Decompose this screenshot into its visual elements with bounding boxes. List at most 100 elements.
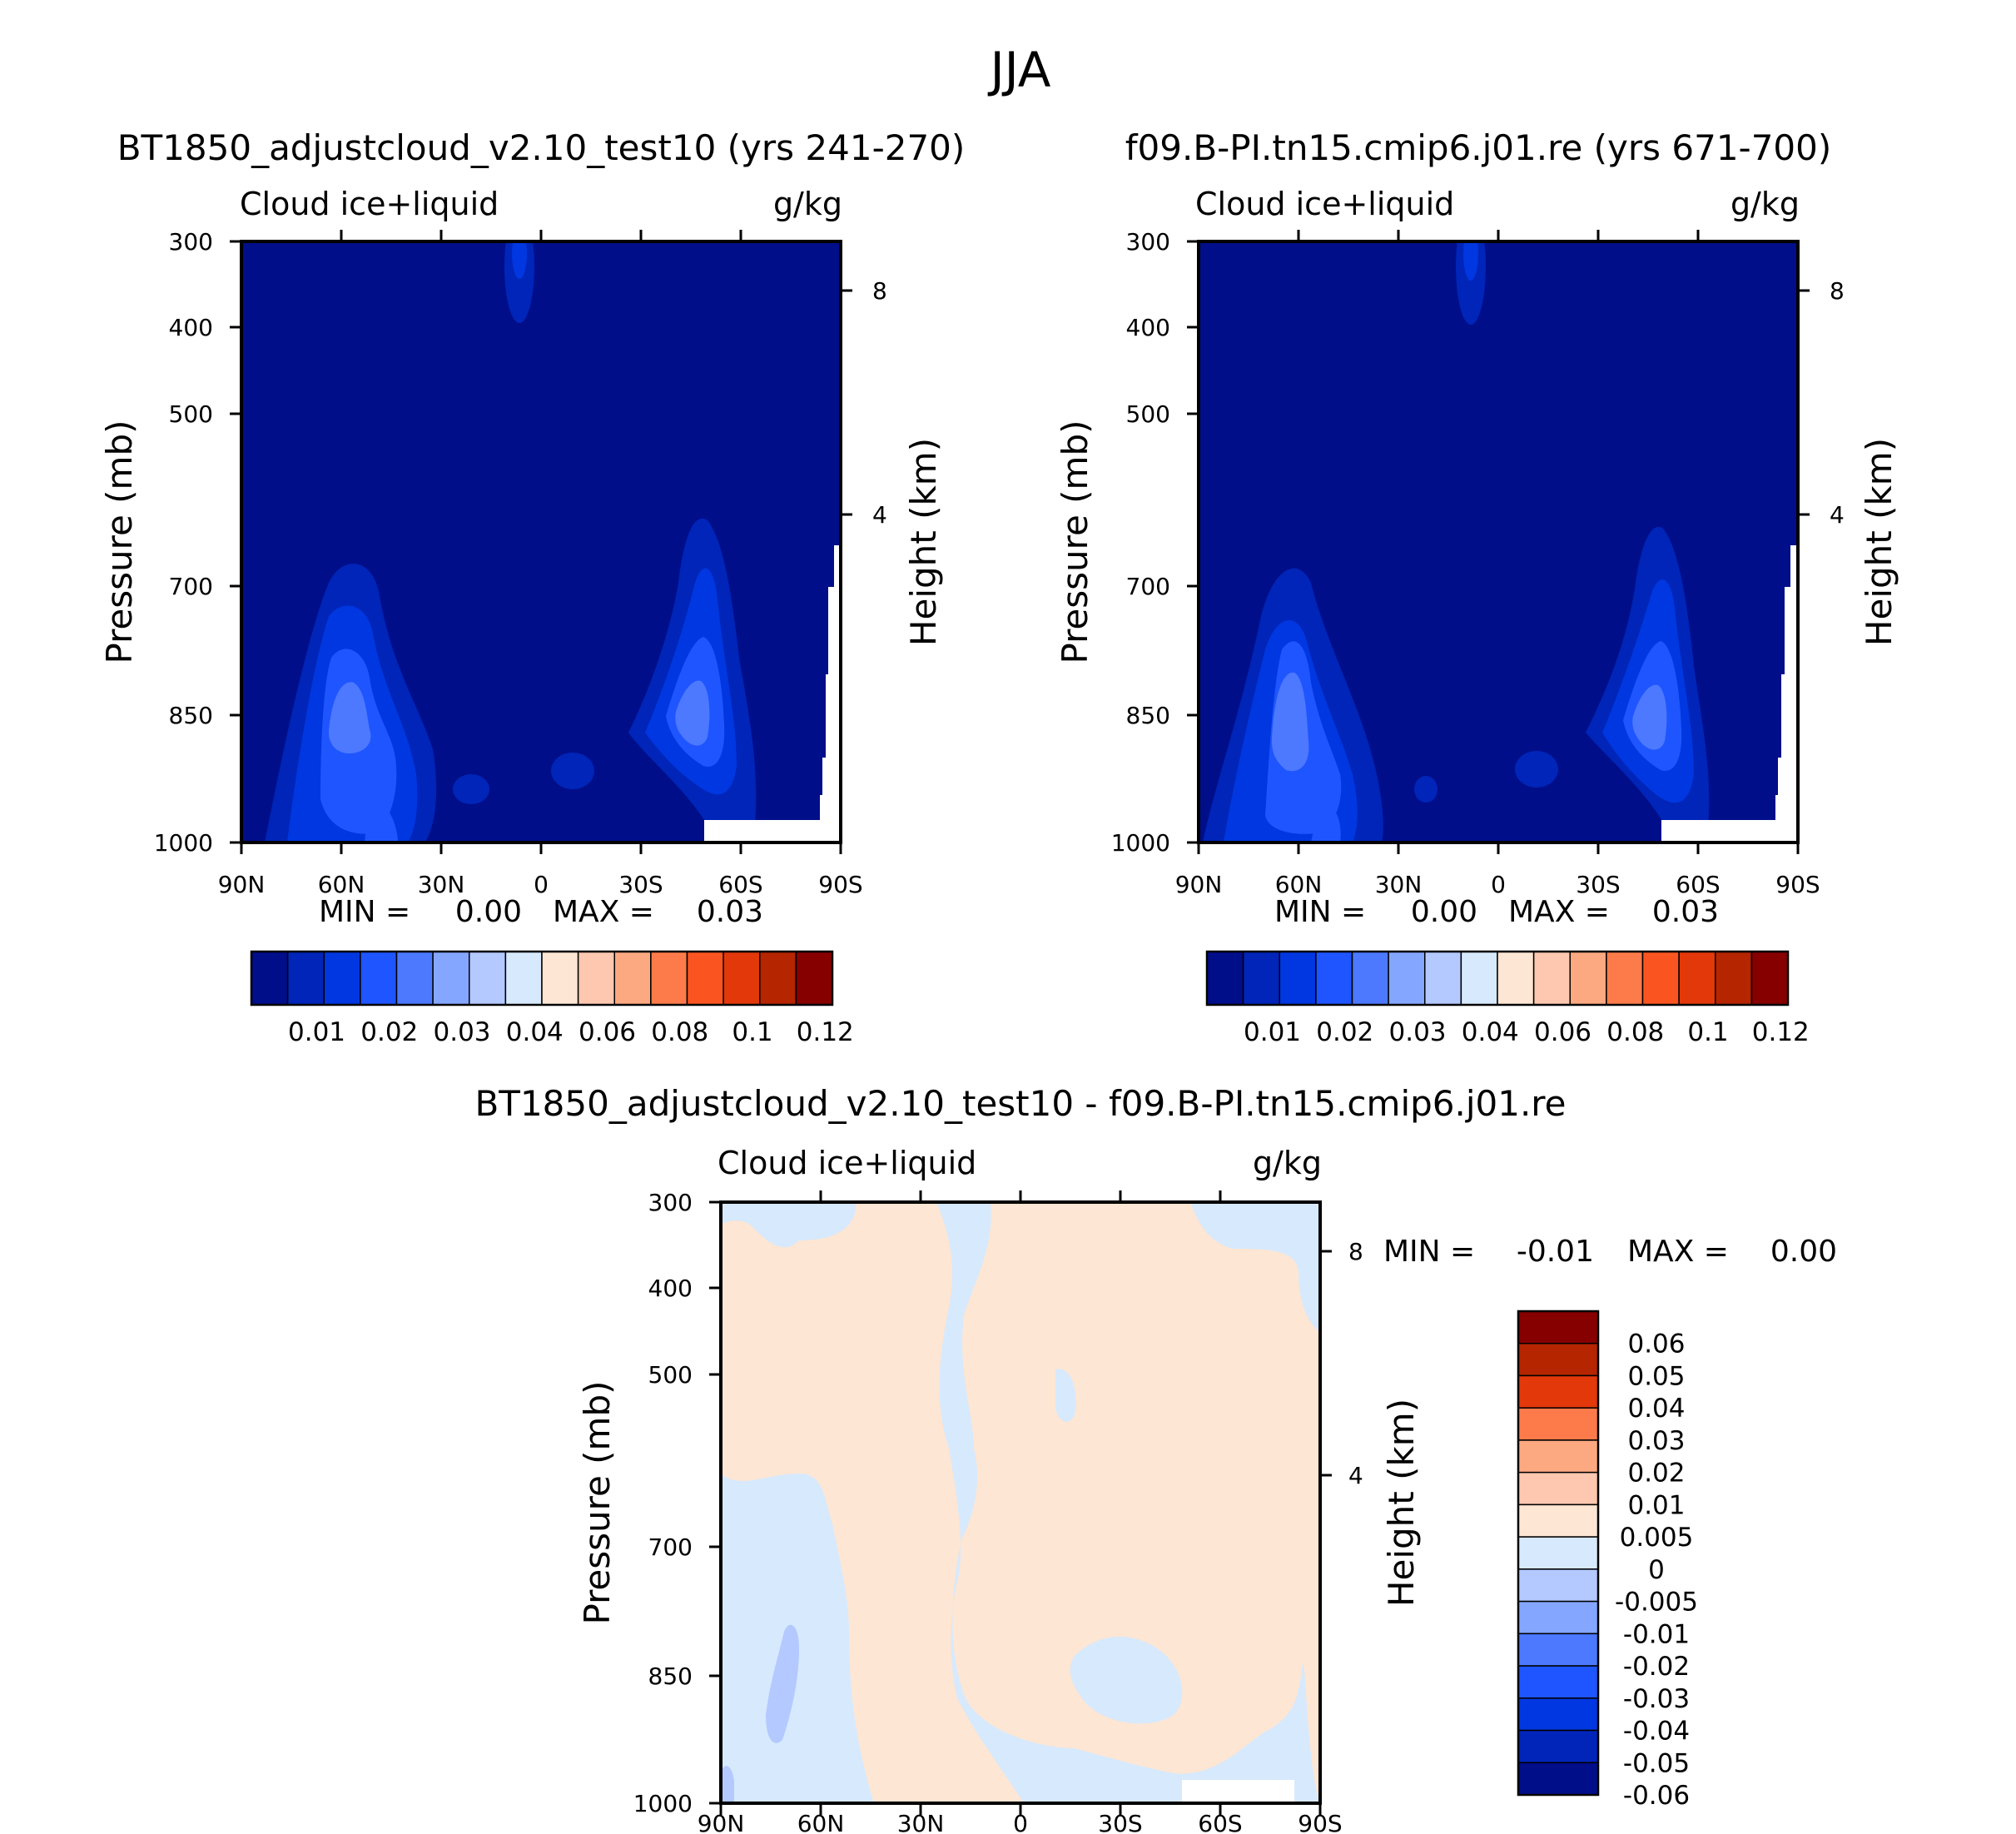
min-label: MIN = bbox=[1383, 1235, 1475, 1269]
colorbar-tick-label: 0.06 bbox=[578, 1017, 636, 1047]
missing-data-region bbox=[1182, 1780, 1294, 1803]
colorbar-swatch bbox=[1517, 1600, 1599, 1635]
y-tick-label: 700 bbox=[1126, 573, 1170, 600]
contour-level-4 bbox=[1632, 684, 1667, 750]
colorbar-swatch bbox=[432, 951, 470, 1006]
contour-level-negative-small bbox=[1070, 1637, 1183, 1724]
y-tick-label: 1000 bbox=[1111, 829, 1170, 857]
colorbar-swatch bbox=[323, 951, 361, 1006]
y-tick-label: 1000 bbox=[633, 1790, 693, 1817]
missing-data-region bbox=[1661, 545, 1798, 842]
y2-tick-label: 8 bbox=[1830, 277, 1845, 305]
y-tick-label: 300 bbox=[169, 228, 213, 256]
colorbar-swatch bbox=[722, 951, 761, 1006]
y-tick-label: 850 bbox=[1126, 702, 1170, 729]
colorbar-tick-label: 0.02 bbox=[1316, 1017, 1373, 1047]
panel-title: BT1850_adjustcloud_v2.10_test10 (yrs 241… bbox=[117, 127, 966, 168]
contour-level-1 bbox=[1414, 776, 1438, 803]
colorbar-frame bbox=[250, 950, 834, 1006]
y2-tick-label: 4 bbox=[872, 501, 887, 529]
x-tick-label: 90N bbox=[1175, 871, 1223, 898]
x-tick-label: 0 bbox=[1013, 1810, 1028, 1834]
y2-tick-label: 8 bbox=[872, 277, 887, 305]
min-value: 0.00 bbox=[1411, 895, 1477, 929]
colorbar-tick-label: 0.03 bbox=[1627, 1426, 1685, 1456]
colorbar-tick-label: 0.005 bbox=[1620, 1523, 1694, 1553]
colorbar-tick-label: -0.04 bbox=[1623, 1717, 1690, 1747]
colorbar-tick-label: 0.1 bbox=[1687, 1017, 1728, 1047]
colorbar-swatch bbox=[1517, 1536, 1599, 1570]
colorbar-swatch bbox=[1517, 1729, 1599, 1764]
colorbar-swatch bbox=[541, 951, 579, 1006]
colorbar-swatch bbox=[1517, 1374, 1599, 1409]
y2-tick-label: 4 bbox=[1830, 501, 1845, 529]
contour-level-4 bbox=[675, 680, 710, 746]
y-tick-label: 400 bbox=[169, 314, 213, 341]
y-axis-label: Pressure (mb) bbox=[577, 1380, 618, 1624]
max-value: 0.00 bbox=[1770, 1235, 1837, 1269]
x-tick-label: 90N bbox=[698, 1810, 745, 1834]
y-tick-label: 300 bbox=[1126, 228, 1170, 256]
colorbar-swatch bbox=[1715, 951, 1753, 1006]
figure-title: JJA bbox=[988, 42, 1051, 98]
colorbar-swatch bbox=[686, 951, 724, 1006]
colorbar-tick-label: 0 bbox=[1648, 1555, 1665, 1585]
min-value: 0.00 bbox=[455, 895, 522, 929]
max-value: 0.03 bbox=[697, 895, 763, 929]
colorbar-tick-label: 0.08 bbox=[651, 1017, 708, 1047]
contour-plot bbox=[1199, 241, 1798, 842]
colorbar-swatch bbox=[1606, 951, 1644, 1006]
axis-ticks bbox=[230, 230, 852, 854]
y-tick-label: 400 bbox=[1126, 314, 1170, 341]
colorbar-tick-label: 0.08 bbox=[1606, 1017, 1664, 1047]
colorbar-tick-label: 0.02 bbox=[360, 1017, 418, 1047]
panel-difference: BT1850_adjustcloud_v2.10_test10 - f09.B-… bbox=[474, 1083, 1837, 1834]
colorbar-swatch bbox=[1532, 951, 1571, 1006]
colorbar-swatch bbox=[1460, 951, 1498, 1006]
y-tick-label: 300 bbox=[648, 1189, 693, 1216]
contour-level-1 bbox=[1515, 751, 1558, 788]
colorbar: 0.01 0.02 0.03 0.04 0.06 0.08 0.1 0.12 bbox=[250, 950, 854, 1047]
colorbar-swatch bbox=[1517, 1762, 1599, 1796]
colorbar-swatch bbox=[1424, 951, 1462, 1006]
x-tick-label: 90N bbox=[218, 871, 266, 898]
y2-axis-label: Height (km) bbox=[1381, 1399, 1422, 1607]
contour-level-negative-small bbox=[1190, 1202, 1320, 1332]
colorbar-swatch bbox=[1517, 1439, 1599, 1474]
panel-title: f09.B-PI.tn15.cmip6.j01.re (yrs 671-700) bbox=[1125, 127, 1832, 168]
contour-level-1 bbox=[551, 753, 594, 789]
colorbar-swatch bbox=[1517, 1407, 1599, 1441]
x-tick-label: 30S bbox=[618, 871, 663, 898]
colorbar-swatch bbox=[650, 951, 688, 1006]
x-tick-label: 0 bbox=[534, 871, 549, 898]
contour-level-4 bbox=[329, 682, 371, 753]
colorbar-tick-label: 0.04 bbox=[506, 1017, 564, 1047]
contour-level-3 bbox=[1311, 807, 1341, 842]
colorbar-swatch bbox=[795, 951, 833, 1006]
colorbar-swatch bbox=[613, 951, 652, 1006]
x-tick-label: 0 bbox=[1491, 871, 1506, 898]
units-label: g/kg bbox=[773, 186, 842, 222]
axis-ticks bbox=[709, 1190, 1332, 1815]
y2-tick-label: 4 bbox=[1348, 1462, 1363, 1489]
colorbar-swatch bbox=[1517, 1503, 1599, 1538]
colorbar-swatch bbox=[286, 951, 325, 1006]
colorbar-swatch bbox=[1517, 1697, 1599, 1732]
contour-level-4 bbox=[1272, 672, 1309, 772]
colorbar-tick-label: 0.1 bbox=[732, 1017, 772, 1047]
y-tick-label: 500 bbox=[1126, 400, 1170, 428]
colorbar-swatch bbox=[1517, 1665, 1599, 1699]
colorbar-tick-label: 0.04 bbox=[1462, 1017, 1519, 1047]
colorbar-swatch bbox=[251, 951, 289, 1006]
colorbar-tick-label: 0.01 bbox=[1627, 1490, 1685, 1520]
y-tick-label: 850 bbox=[169, 702, 213, 729]
x-tick-label: 90S bbox=[818, 871, 862, 898]
contour-level-1 bbox=[504, 241, 534, 323]
colorbar-swatch bbox=[1517, 1310, 1599, 1344]
colorbar-swatch bbox=[1279, 951, 1317, 1006]
variable-label: Cloud ice+liquid bbox=[240, 186, 499, 222]
missing-data-region bbox=[704, 545, 841, 842]
contour-level-2 bbox=[512, 241, 527, 279]
min-label: MIN = bbox=[319, 895, 410, 929]
